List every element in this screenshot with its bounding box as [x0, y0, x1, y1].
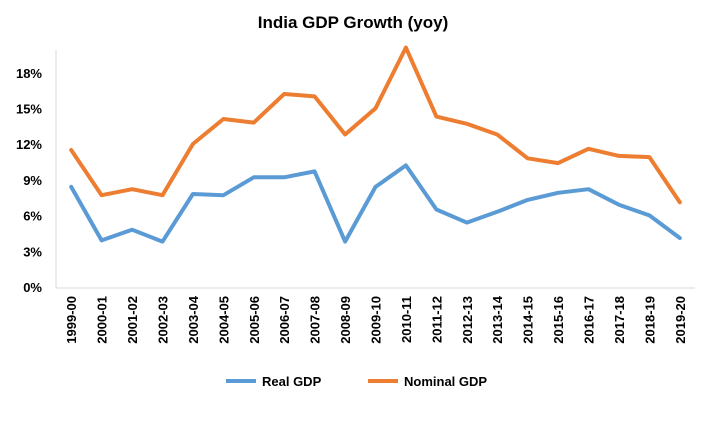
legend-label-nominal-gdp: Nominal GDP	[404, 374, 487, 389]
chart-title: India GDP Growth (yoy)	[258, 13, 448, 32]
x-tick-label: 2014-15	[521, 296, 536, 344]
legend: Real GDP Nominal GDP	[226, 374, 487, 389]
legend-label-real-gdp: Real GDP	[262, 374, 322, 389]
x-tick-label: 2004-05	[216, 296, 231, 344]
x-tick-label: 2016-17	[582, 296, 597, 344]
series-lines	[69, 45, 682, 244]
x-tick-label: 2010-11	[399, 296, 414, 343]
x-tick-label: 2011-12	[429, 296, 444, 343]
x-tick-label: 2003-04	[186, 295, 201, 343]
y-tick-label: 15%	[16, 102, 42, 117]
x-tick-label: 2018-19	[642, 296, 657, 344]
y-tick-label: 18%	[16, 66, 42, 81]
x-tick-label: 2015-16	[551, 296, 566, 344]
x-tick-label: 2019-20	[673, 296, 688, 344]
y-tick-label: 6%	[23, 209, 42, 224]
y-tick-label: 3%	[23, 244, 42, 259]
x-tick-label: 2008-09	[338, 296, 353, 344]
x-tick-label: 2012-13	[460, 296, 475, 344]
y-tick-label: 0%	[23, 280, 42, 295]
series-line-real-gdp	[69, 163, 682, 244]
x-tick-label: 2017-18	[612, 296, 627, 344]
x-axis-ticks: 1999-00 2000-01 2001-02 2002-03 2003-04 2004-…	[64, 295, 688, 343]
x-tick-label: 2002-03	[156, 296, 171, 344]
x-tick-label: 2000-01	[95, 296, 110, 344]
y-tick-label: 12%	[16, 137, 42, 152]
series-line-nominal-gdp	[69, 45, 682, 205]
x-tick-label: 2013-14	[490, 295, 505, 343]
x-tick-label: 2009-10	[369, 296, 384, 344]
y-axis-ticks: 0% 3% 6% 9% 12% 15% 18%	[16, 66, 42, 295]
x-tick-label: 2001-02	[125, 296, 140, 344]
x-tick-label: 2005-06	[247, 296, 262, 344]
x-tick-label: 1999-00	[64, 296, 79, 344]
x-tick-label: 2007-08	[308, 296, 323, 344]
y-tick-label: 9%	[23, 173, 42, 188]
x-tick-label: 2006-07	[277, 296, 292, 344]
